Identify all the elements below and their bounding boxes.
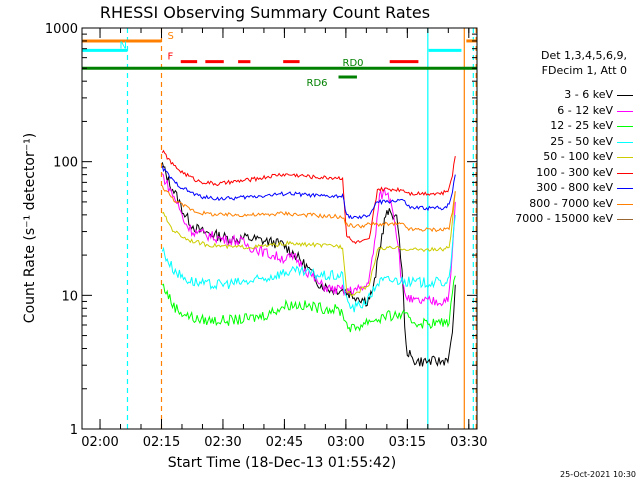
y-tick-label: 100 (53, 156, 78, 171)
vertical-markers (126, 28, 477, 429)
legend-entry-7000-15000-kev: 7000 - 15000 keV (490, 211, 635, 227)
legend-header-text: FDecim 1, Att 0 (541, 64, 627, 77)
x-tick-label: 02:15 (143, 435, 180, 450)
axes: 1 10 100 1000 02:00 02:15 02:30 02:45 03:00 03:15… (45, 22, 488, 450)
series-line-50-100-kev (162, 191, 456, 298)
legend-entry-50-100-kev: 50 - 100 keV (490, 149, 635, 165)
legend-header-text: Det 1,3,4,5,6,9, (540, 49, 627, 62)
legend-swatch (617, 203, 633, 205)
x-tick-label: 02:00 (81, 435, 118, 450)
legend-label: 12 - 25 keV (550, 119, 613, 132)
plot-frame (81, 27, 478, 430)
flag-label-f: F (167, 52, 173, 63)
legend-swatch (617, 110, 633, 112)
footer-timestamp: 25-Oct-2021 10:30 (560, 470, 636, 479)
y-tick-label: 1000 (45, 22, 78, 37)
legend-swatch (617, 188, 633, 189)
state-flags: S N F RD0 RD6 (82, 31, 477, 89)
legend-label: 50 - 100 keV (543, 150, 613, 163)
series-line-25-50-kev (161, 214, 456, 313)
flag-label-n: N (119, 40, 126, 51)
legend-label: 100 - 300 keV (536, 165, 613, 179)
flag-label-s: S (167, 31, 173, 42)
legend-entry-3-6-kev: 3 - 6 keV (490, 87, 635, 103)
legend-swatch (617, 172, 633, 174)
y-tick-label: 10 (61, 289, 78, 304)
legend-label: 300 - 800 keV (536, 181, 613, 194)
legend-swatch (617, 95, 633, 96)
series-line-12-25-kev (162, 275, 456, 333)
x-tick-label: 03:15 (389, 435, 426, 450)
legend-swatch (617, 126, 633, 127)
legend-header-line-2: FDecim 1, Att 0 (490, 63, 635, 79)
x-axis-label: Start Time (18-Dec-13 01:55:42) (168, 455, 396, 471)
legend-swatch (617, 141, 633, 143)
series-line-6-12-kev (161, 173, 456, 307)
legend-entry-25-50-kev: 25 - 50 keV (490, 134, 635, 150)
series-line-300-800-kev (161, 165, 456, 220)
legend-entry-800-7000-kev: 800 - 7000 keV (490, 196, 635, 212)
flag-label-rd0: RD0 (343, 58, 364, 69)
series-line-100-300-kev (161, 149, 456, 245)
series-line-800-7000-kev (161, 185, 456, 233)
x-tick-label: 03:00 (327, 435, 364, 450)
legend-swatch (617, 157, 633, 158)
legend-label: 25 - 50 keV (550, 134, 613, 148)
legend-header-line-1: Det 1,3,4,5,6,9, (490, 48, 635, 64)
series-line-3-6-kev (161, 162, 456, 367)
chart-title: RHESSI Observing Summary Count Rates (100, 3, 430, 22)
y-axis-label: Count Rate (s⁻¹ detector⁻¹) (22, 133, 38, 323)
legend-entry-6-12-kev: 6 - 12 keV (490, 103, 635, 119)
x-tick-label: 02:30 (204, 435, 241, 450)
legend-label: 7000 - 15000 keV (515, 212, 613, 225)
legend-entry-12-25-kev: 12 - 25 keV (490, 118, 635, 134)
legend-label: 800 - 7000 keV (529, 196, 613, 210)
y-tick-label: 1 (70, 423, 78, 438)
legend-swatch (617, 219, 633, 220)
series-lines (161, 149, 456, 367)
legend-entry-100-300-kev: 100 - 300 keV (490, 165, 635, 181)
flag-label-rd6: RD6 (307, 78, 328, 89)
legend-label: 3 - 6 keV (564, 88, 613, 101)
x-tick-label: 02:45 (266, 435, 303, 450)
x-tick-label: 03:30 (450, 435, 487, 450)
legend-entry-300-800-kev: 300 - 800 keV (490, 180, 635, 196)
legend-label: 6 - 12 keV (557, 103, 613, 117)
